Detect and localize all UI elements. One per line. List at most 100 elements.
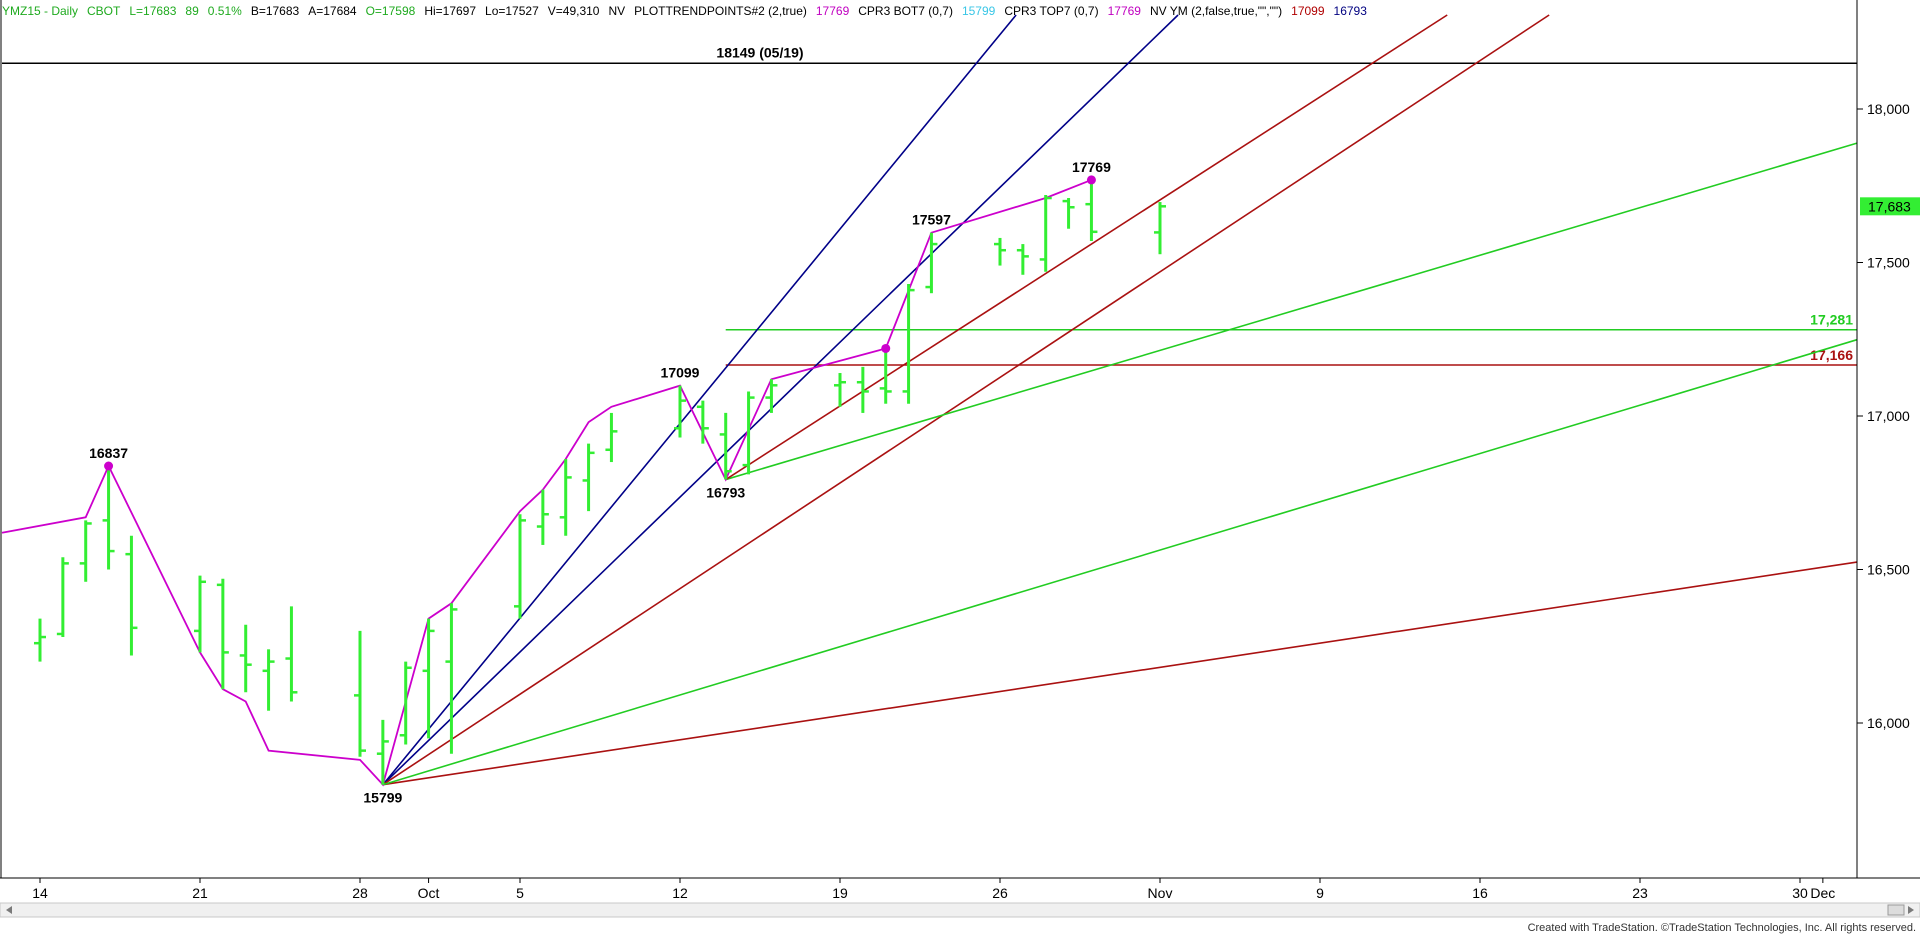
ohlc-bar — [216, 578, 229, 690]
ohlc-bar — [1016, 244, 1029, 275]
scrollbar-thumb — [1887, 904, 1905, 916]
x-tick-label: 28 — [352, 885, 368, 901]
x-tick-label: 12 — [672, 885, 688, 901]
swing-point-marker — [104, 461, 114, 471]
header-segment: 17099 — [1291, 4, 1325, 18]
ohlc-bar — [674, 385, 686, 438]
ohlc-bar — [514, 514, 526, 619]
x-tick-label: Nov — [1148, 885, 1173, 901]
header-segment: B=17683 — [251, 4, 300, 18]
trend-line — [725, 142, 1858, 481]
last-price-box — [1860, 197, 1920, 216]
ohlc-bar — [994, 237, 1006, 266]
header-segment: 0.51% — [208, 4, 242, 18]
last-price-label: 17,683 — [1868, 198, 1911, 214]
swing-point-label: 17769 — [1072, 159, 1111, 175]
ohlc-bar — [399, 661, 412, 745]
trend-line — [382, 338, 1858, 786]
swing-point-marker — [881, 343, 891, 353]
x-tick-label: 5 — [516, 885, 524, 901]
header-segment: 15799 — [962, 4, 996, 18]
x-tick-label: 21 — [192, 885, 208, 901]
header-segment: CPR3 TOP7 (0,7) — [1004, 4, 1098, 18]
swing-point-label: 16793 — [706, 485, 745, 501]
x-tick-label: 30 — [1792, 885, 1808, 901]
ohlc-bar — [536, 489, 549, 545]
ohlc-bar — [719, 412, 732, 480]
indicator-header: YMZ15 - Daily CBOT L=17683 89 0.51% B=17683 A=… — [2, 4, 1367, 18]
header-segment: YMZ15 - Daily — [2, 4, 78, 18]
header-segment: V=49,310 — [548, 4, 600, 18]
level-label: 17,281 — [1810, 312, 1853, 328]
ohlc-bar — [1062, 198, 1075, 229]
ohlc-bar — [1085, 179, 1098, 242]
y-tick-label: 16,000 — [1867, 715, 1910, 731]
ohlc-bar — [856, 366, 869, 413]
level-label: 17,166 — [1810, 347, 1853, 363]
header-segment: CBOT — [87, 4, 121, 18]
ohlc-bar — [605, 412, 618, 463]
ohlc-bar — [1154, 202, 1166, 255]
ohlc-bar — [559, 458, 572, 536]
swing-point-label: 16837 — [89, 445, 128, 461]
date-axis[interactable]: 14 21 28 Oct 5 12 19 26 Nov 9 16 23 30 Dec — [32, 878, 1835, 901]
ohlc-bar — [376, 719, 389, 785]
trend-line — [382, 14, 1179, 786]
price-axis[interactable]: 16,000 16,500 17,000 17,500 18,000 17,683 — [1857, 101, 1920, 731]
horizontal-scrollbar[interactable] — [0, 902, 1920, 918]
x-tick-label: 14 — [32, 885, 48, 901]
swing-point-label: 17099 — [661, 365, 700, 381]
plot-area[interactable]: 18149 (05/19) 17,281 17,166 16837 15799 1709… — [1, 14, 1858, 806]
ohlc-bar — [354, 630, 366, 757]
trend-lines — [382, 14, 1858, 786]
ohlc-bar — [125, 535, 138, 656]
header-segment: O=17598 — [366, 4, 416, 18]
ohlc-bar — [582, 443, 595, 512]
ohlc-bar — [194, 575, 206, 653]
swing-line — [1, 179, 1092, 787]
trend-line — [725, 14, 1448, 481]
scroll-right-arrow-icon — [1908, 906, 1914, 914]
ohlc-bar — [834, 373, 846, 407]
y-tick-label: 17,500 — [1867, 255, 1910, 271]
ohlc-bar — [56, 557, 69, 638]
ohlc-bar — [1039, 194, 1052, 272]
x-tick-label: 23 — [1632, 885, 1648, 901]
swing-point-label: 17597 — [912, 212, 951, 228]
x-tick-label: 19 — [832, 885, 848, 901]
ohlc-bar — [742, 391, 755, 475]
x-tick-label: Oct — [418, 885, 440, 901]
chart-frame — [0, 0, 1920, 879]
swing-point-marker — [1086, 175, 1096, 185]
price-bars — [34, 179, 1166, 785]
scroll-left-arrow-icon — [6, 906, 12, 914]
header-segment: Lo=17527 — [485, 4, 539, 18]
header-segment: PLOTTRENDPOINTS#2 (2,true) — [634, 4, 807, 18]
horizontal-levels: 18149 (05/19) 17,281 17,166 — [2, 44, 1857, 366]
ohlc-bar — [445, 603, 458, 754]
header-segment: 17769 — [1108, 4, 1142, 18]
y-tick-label: 18,000 — [1867, 101, 1910, 117]
ohlc-bar — [925, 232, 938, 294]
ohlc-bar — [79, 520, 92, 582]
trend-line — [382, 14, 1550, 786]
ohlc-bar — [902, 283, 915, 404]
scrollbar-track — [0, 902, 1920, 918]
x-tick-label: Dec — [1810, 885, 1835, 901]
header-segment: L=17683 — [129, 4, 176, 18]
ohlc-bar — [239, 624, 252, 693]
trend-line — [382, 561, 1858, 786]
header-segment: NV — [608, 4, 625, 18]
ohlc-bar — [765, 379, 778, 413]
level-label: 18149 (05/19) — [716, 44, 803, 60]
ohlc-bar — [102, 466, 115, 570]
trend-line — [382, 14, 1017, 786]
ohlc-bar — [34, 618, 46, 662]
header-segment: 17769 — [816, 4, 850, 18]
header-segment: 89 — [185, 4, 199, 18]
header-segment: A=17684 — [308, 4, 357, 18]
ohlc-bar — [696, 400, 709, 444]
header-segment: CPR3 BOT7 (0,7) — [858, 4, 953, 18]
